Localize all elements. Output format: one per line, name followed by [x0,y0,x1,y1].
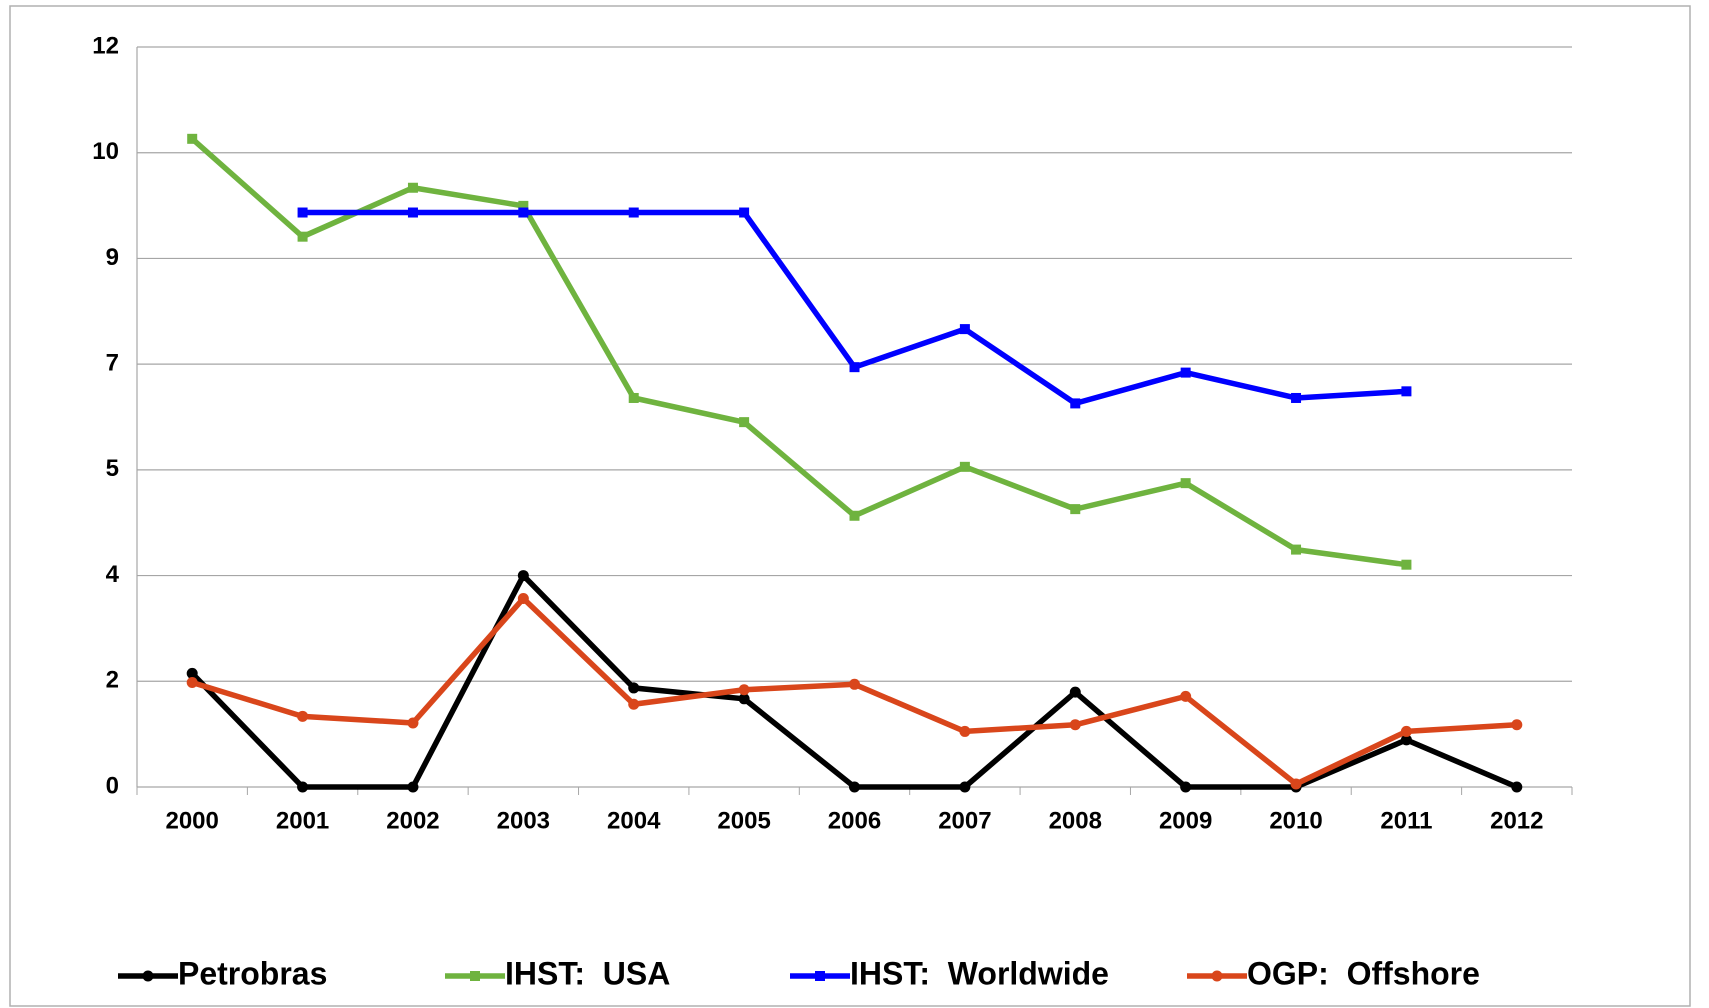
x-tick-label: 2003 [497,807,550,834]
data-point [518,207,529,218]
data-point [1400,734,1412,746]
x-tick-label: 2000 [165,807,218,834]
data-point [739,417,750,428]
data-point [1401,386,1412,397]
y-tick-label: 10 [92,138,119,165]
data-point [628,682,640,694]
data-point [517,570,529,582]
legend-marker [1211,970,1223,982]
data-point [959,781,971,793]
x-tick-label: 2005 [717,807,770,834]
data-point [1291,392,1302,403]
legend-label: IHST: Worldwide [850,955,1109,991]
data-point [187,133,198,144]
data-point [959,461,970,472]
data-point [849,362,860,373]
x-tick-label: 2004 [607,807,661,834]
data-point [1070,398,1081,409]
legend-marker [142,970,154,982]
data-point [407,182,418,193]
data-point [1180,367,1191,378]
x-tick-label: 2012 [1490,807,1543,834]
data-point [1069,719,1081,731]
data-point [186,667,198,679]
data-point [1400,725,1412,737]
data-point [407,717,419,729]
y-tick-label: 5 [106,455,119,482]
legend-label: Petrobras [178,955,327,991]
data-point [849,678,860,690]
y-tick-label: 12 [92,32,119,59]
data-point [1070,504,1081,515]
data-point [1511,781,1523,793]
data-point [297,207,308,218]
series-line [191,595,1517,787]
y-tick-label: 7 [106,349,119,376]
data-point [959,725,971,737]
data-point [628,207,639,218]
series-line [302,209,1407,407]
x-tick-label: 2010 [1269,807,1322,834]
data-point [407,781,419,793]
legend-label: IHST: USA [505,955,670,991]
data-point [186,676,198,688]
data-point [407,207,418,218]
data-point [518,200,529,211]
x-tick-label: 2009 [1159,807,1212,834]
series-line [190,136,1407,568]
legend-label: OGP: Offshore [1247,955,1480,991]
data-point [1180,690,1192,702]
data-point [738,693,750,705]
x-tick-label: 2011 [1380,807,1432,834]
data-point [1511,719,1523,731]
y-tick-label: 4 [106,561,120,588]
x-tick-label: 2007 [938,807,991,834]
data-point [628,392,639,403]
data-point [1290,778,1302,790]
chart-frame [9,5,1691,1007]
data-point [297,781,309,793]
legend-marker [815,971,825,981]
data-point [1401,559,1412,570]
data-point [1180,781,1192,793]
x-tick-label: 2008 [1049,807,1102,834]
data-point [1291,544,1302,555]
data-point [849,781,860,793]
data-point [849,510,860,521]
x-tick-label: 2001 [276,807,329,834]
data-point [1069,686,1081,698]
data-point [1180,478,1191,489]
x-tick-label: 2002 [386,807,439,834]
legend-marker [470,971,480,981]
y-tick-label: 9 [106,244,119,271]
data-point [297,231,308,242]
data-point [739,207,750,218]
data-point [738,684,750,696]
data-point [297,710,309,722]
data-point [959,324,970,335]
x-tick-label: 2006 [828,807,881,834]
y-tick-label: 0 [106,772,119,799]
y-tick-label: 2 [106,667,119,694]
data-point [517,593,529,605]
data-point [628,698,640,710]
